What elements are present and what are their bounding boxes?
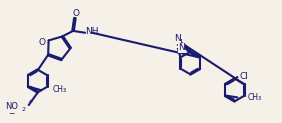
Text: O: O — [38, 38, 45, 47]
Text: N: N — [174, 34, 181, 43]
Text: CH₃: CH₃ — [247, 93, 261, 102]
Text: Cl: Cl — [240, 72, 249, 81]
Text: N: N — [178, 43, 185, 52]
Text: +: + — [27, 99, 32, 104]
Text: O: O — [72, 9, 80, 18]
Text: NH: NH — [85, 27, 98, 36]
Text: NO: NO — [5, 102, 18, 111]
Text: N: N — [175, 39, 182, 48]
Text: −: − — [8, 110, 15, 119]
Text: CH₃: CH₃ — [52, 85, 67, 94]
Text: 2: 2 — [22, 107, 26, 112]
